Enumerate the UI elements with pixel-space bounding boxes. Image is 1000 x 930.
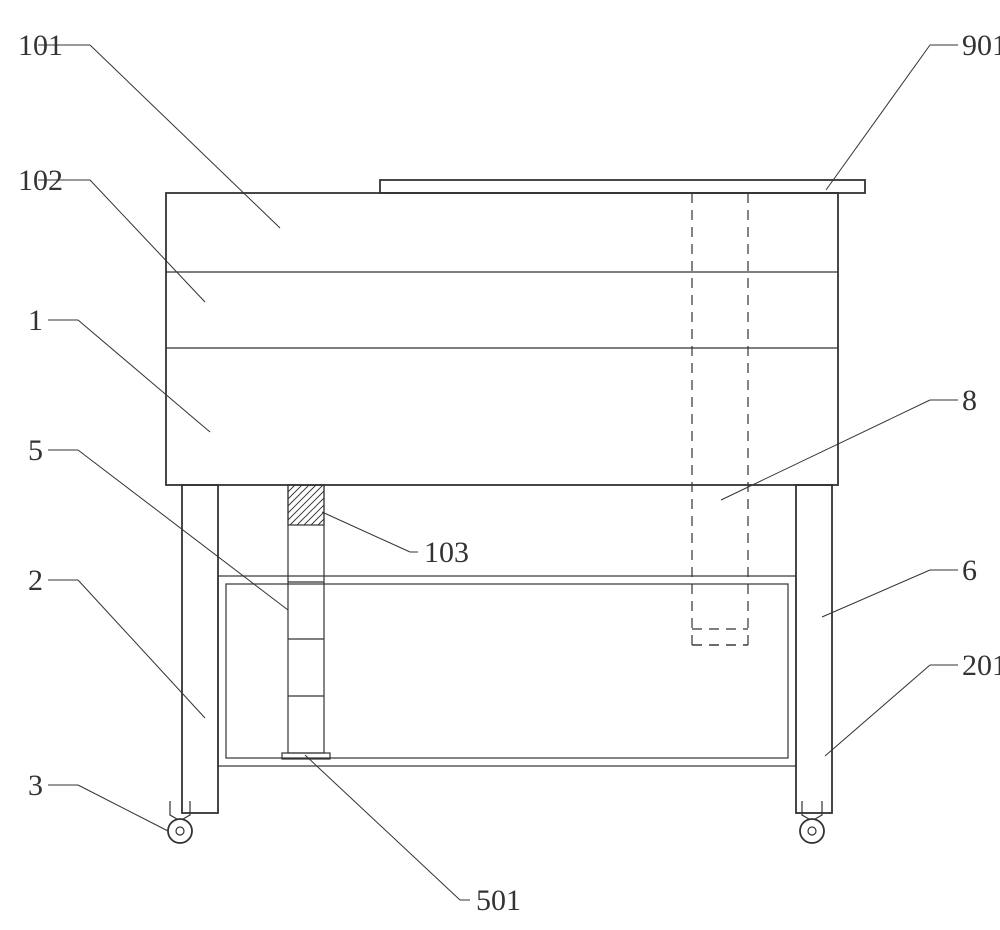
leader [90, 180, 205, 302]
wheel-left-hub [176, 827, 184, 835]
right-leg [796, 485, 832, 813]
leader [826, 45, 930, 190]
leader [822, 570, 930, 617]
leader [90, 45, 280, 228]
label-L1: 1 [28, 304, 43, 337]
label-L6: 6 [962, 554, 977, 587]
wheel-right-tire [800, 819, 824, 843]
wheel-right-hub [808, 827, 816, 835]
label-L8: 8 [962, 384, 977, 417]
leader [78, 785, 168, 831]
leader [78, 450, 288, 610]
label-101: 101 [18, 29, 63, 62]
body-outline [166, 193, 838, 485]
label-501: 501 [476, 884, 521, 917]
leader [78, 320, 210, 432]
lower-box-outer [218, 576, 796, 766]
label-201: 201 [962, 649, 1000, 682]
label-L5: 5 [28, 434, 43, 467]
hatched-region [288, 485, 324, 525]
label-901: 901 [962, 29, 1000, 62]
top-plate [380, 180, 865, 193]
label-102: 102 [18, 164, 63, 197]
leader [78, 580, 205, 718]
label-L3: 3 [28, 769, 43, 802]
label-L2: 2 [28, 564, 43, 597]
lower-box-inner [226, 584, 788, 758]
leader [322, 512, 410, 552]
leader [305, 755, 460, 900]
label-103: 103 [424, 536, 469, 569]
left-leg [182, 485, 218, 813]
wheel-left-bracket [170, 801, 190, 819]
leader [825, 665, 930, 756]
wheel-right-bracket [802, 801, 822, 819]
wheel-left-tire [168, 819, 192, 843]
